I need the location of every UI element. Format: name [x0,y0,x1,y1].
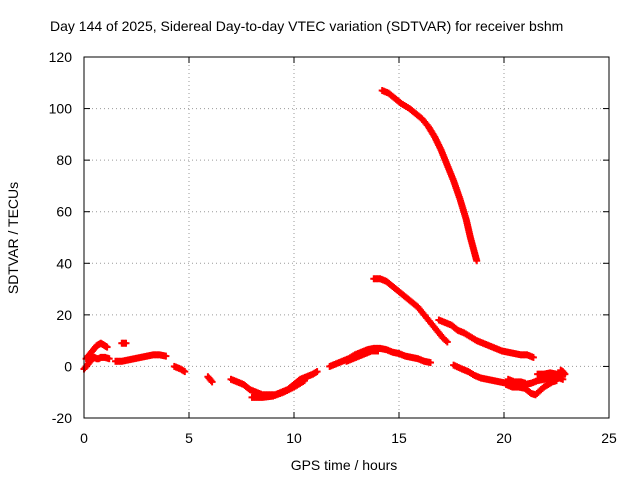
series-arc-12 [370,275,451,346]
data-point [207,377,215,385]
tick-label-layer: 0 5 10 15 20 25 -20 0 20 40 60 80 100 120 [49,49,617,446]
data-point [162,352,170,360]
x-tick-label: 10 [286,430,302,446]
data-point [208,378,216,386]
x-tick-label: 25 [601,430,617,446]
y-tick-label: 60 [56,204,72,220]
data-point [313,368,321,376]
y-tick-label: 80 [56,152,72,168]
series-arc-5 [170,362,189,376]
series-arc-10 [343,347,382,365]
x-axis-label: GPS time / hours [291,457,398,473]
series-arc-1 [80,353,113,373]
series-arc-8 [248,377,308,401]
data-point [105,355,113,363]
data-point [561,370,569,378]
y-tick-label: 40 [56,255,72,271]
data-point [122,339,130,347]
y-tick-label: 20 [56,307,72,323]
data-point [553,377,560,385]
data-point [560,369,568,377]
data-point [521,379,529,387]
series-arc-3 [112,351,170,365]
data-point [529,353,537,361]
series-arc-16 [534,369,567,379]
series-arc-11 [378,87,481,265]
series-arc-18 [557,366,569,378]
data-point [181,368,189,376]
y-tick-label: 100 [49,101,73,117]
y-tick-label: 120 [49,49,73,65]
points-layer [80,87,569,401]
data-point [427,359,434,367]
y-axis-label: SDTVAR / TECUs [5,182,21,294]
series-arc-6 [204,373,216,386]
y-tick-label: 0 [64,358,72,374]
series-arc-13 [435,316,537,361]
data-point [103,343,111,351]
data-point [301,377,308,385]
x-tick-label: 15 [391,430,407,446]
x-tick-label: 5 [185,430,193,446]
y-tick-label: -20 [52,410,72,426]
plot-frame [83,56,610,419]
data-point [473,257,481,265]
data-point [443,338,451,346]
series-arc-4 [118,339,130,347]
x-tick-label: 0 [80,430,88,446]
series-arc-17 [504,375,529,387]
grid-layer [84,57,609,418]
chart-title: Day 144 of 2025, Sidereal Day-to-day VTE… [50,18,563,34]
x-tick-label: 20 [496,430,512,446]
data-point [374,347,382,355]
series-arc-2 [82,339,111,363]
